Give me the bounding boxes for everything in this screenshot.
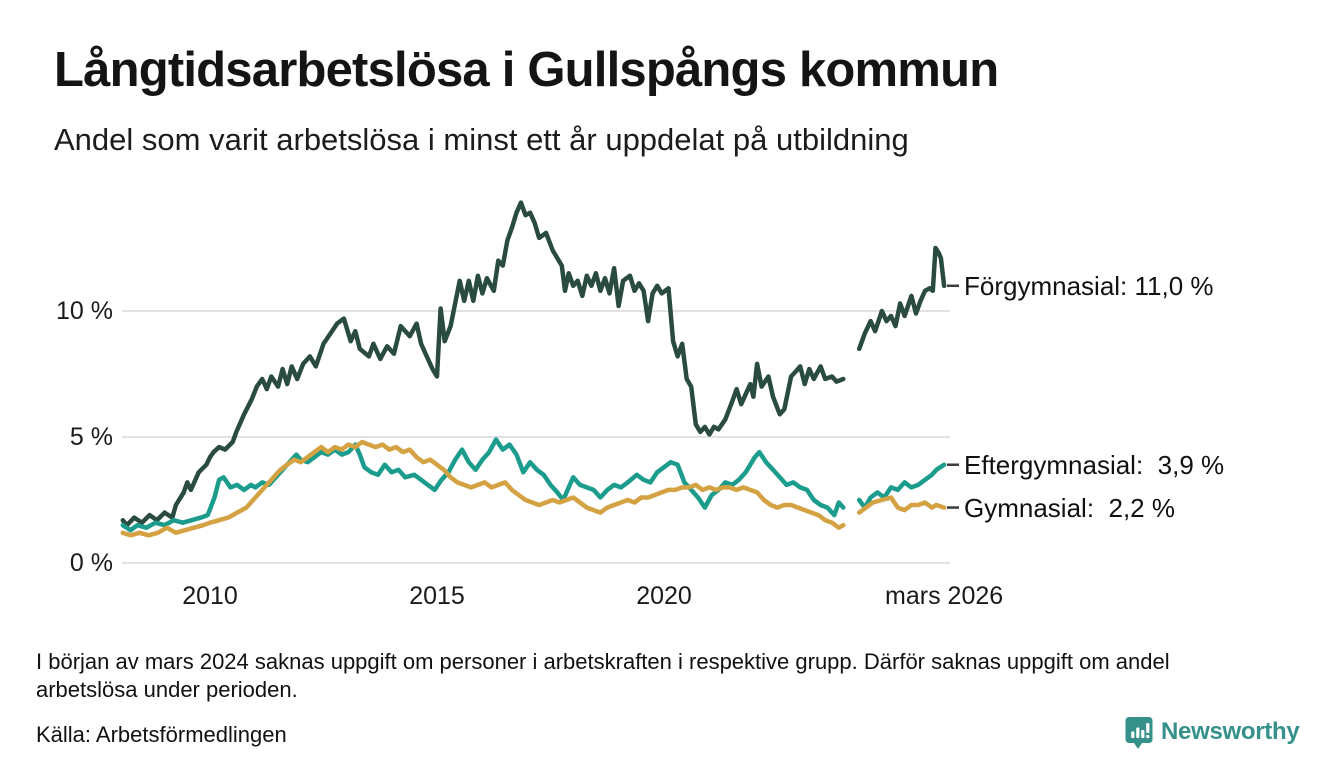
x-tick-label: mars 2026 — [885, 582, 1004, 610]
series-label-eftergymnasial: Eftergymnasial: 3,9 % — [964, 449, 1225, 480]
series-line-eftergymnasial — [856, 462, 947, 510]
source-attribution: Källa: Arbetsförmedlingen — [36, 722, 287, 747]
gridlines — [122, 310, 950, 564]
page-title: Långtidsarbetslösa i Gullspångs kommun — [54, 43, 999, 97]
series-line-förgymnasial — [856, 245, 947, 352]
chart-footnote: I början av mars 2024 saknas uppgift om … — [36, 649, 1170, 702]
newsworthy-logo[interactable]: Newsworthy — [1125, 716, 1300, 750]
series-line-förgymnasial — [120, 200, 846, 528]
newsworthy-logo-text: Newsworthy — [1161, 718, 1300, 745]
newsworthy-logo-icon — [1125, 717, 1153, 749]
page-subtitle: Andel som varit arbetslösa i minst ett å… — [54, 122, 909, 157]
y-tick-label: 5 % — [69, 423, 113, 451]
series-label-forgymnasial: Förgymnasial: 11,0 % — [964, 270, 1214, 301]
x-tick-label: 2020 — [636, 582, 692, 610]
series-line-eftergymnasial — [120, 437, 846, 533]
series-label-gymnasial: Gymnasial: 2,2 % — [964, 492, 1175, 523]
series-lines — [120, 200, 947, 538]
y-tick-label: 10 % — [56, 297, 113, 325]
label-leader-dashes — [947, 284, 959, 509]
x-tick-label: 2010 — [182, 582, 238, 610]
y-tick-label: 0 % — [69, 549, 113, 577]
series-line-gymnasial — [120, 439, 846, 538]
series-line-gymnasial — [856, 495, 947, 515]
x-tick-label: 2015 — [409, 582, 465, 610]
